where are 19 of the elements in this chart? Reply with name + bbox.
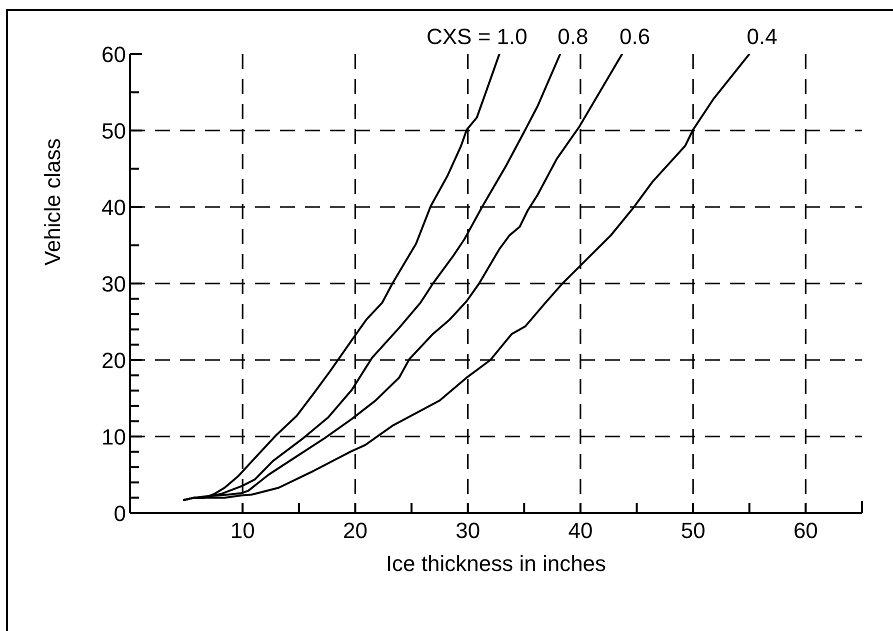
x-tick-label: 10 bbox=[230, 518, 255, 543]
y-tick-label: 40 bbox=[102, 194, 126, 220]
x-tick-label: 50 bbox=[680, 518, 706, 543]
x-tick-label: 20 bbox=[342, 518, 368, 543]
series-label: 0.6 bbox=[620, 24, 650, 49]
y-tick-label: 10 bbox=[102, 424, 126, 450]
x-axis-title: Ice thickness in inches bbox=[386, 551, 606, 576]
series-label: CXS = 1.0 bbox=[426, 24, 528, 49]
y-tick-label: 0 bbox=[114, 500, 126, 526]
series-label: 0.8 bbox=[558, 24, 588, 49]
y-tick-label: 60 bbox=[102, 42, 126, 67]
x-tick-label: 60 bbox=[793, 518, 818, 543]
y-axis-title: Vehicle class bbox=[40, 138, 64, 266]
x-tick-label: 40 bbox=[568, 518, 593, 543]
x-tick-label: 30 bbox=[456, 518, 480, 543]
y-tick-label: 20 bbox=[102, 348, 126, 373]
y-tick-label: 30 bbox=[102, 271, 126, 296]
y-tick-label: 50 bbox=[102, 118, 126, 144]
series-label: 0.4 bbox=[746, 24, 778, 49]
